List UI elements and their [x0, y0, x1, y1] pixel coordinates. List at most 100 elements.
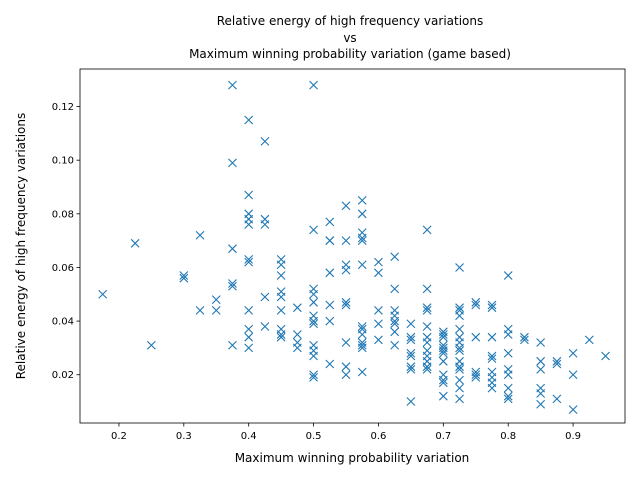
- scatter-point: [325, 236, 335, 246]
- y-tick-label: 0.06: [52, 263, 74, 274]
- scatter-point: [552, 394, 562, 404]
- scatter-point: [455, 343, 464, 353]
- scatter-point: [179, 271, 189, 280]
- scatter-point: [438, 391, 448, 401]
- scatter-point: [390, 340, 400, 350]
- scatter-point: [228, 279, 237, 288]
- scatter-point: [309, 319, 318, 329]
- chart-title-line-1: Relative energy of high frequency variat…: [217, 14, 484, 28]
- scatter-point: [195, 230, 205, 240]
- y-tick-label: 0.10: [52, 156, 74, 167]
- scatter-point: [422, 338, 432, 347]
- scatter-point: [455, 324, 464, 334]
- scatter-point: [357, 209, 367, 219]
- x-tick-label: 0.6: [370, 431, 386, 442]
- scatter-point: [228, 244, 237, 254]
- scatter-point: [536, 338, 546, 347]
- scatter-point: [98, 289, 108, 299]
- scatter-points: [98, 80, 610, 414]
- scatter-point: [422, 362, 432, 372]
- scatter-point: [357, 196, 367, 205]
- scatter-point: [211, 305, 221, 315]
- scatter-point: [341, 362, 351, 372]
- scatter-point: [390, 284, 400, 294]
- scatter-point: [228, 340, 237, 350]
- y-tick-label: 0.02: [52, 370, 74, 381]
- scatter-point: [601, 351, 610, 361]
- scatter-point: [244, 255, 254, 264]
- scatter-point: [260, 292, 270, 302]
- scatter-point: [503, 348, 513, 358]
- scatter-point: [146, 340, 156, 350]
- scatter-point: [406, 397, 416, 406]
- scatter-point: [438, 378, 448, 388]
- scatter-point: [422, 303, 432, 313]
- scatter-point: [244, 115, 254, 125]
- scatter-point: [568, 348, 578, 358]
- scatter-point: [406, 351, 416, 361]
- scatter-point: [471, 297, 481, 307]
- scatter-point: [503, 330, 513, 339]
- scatter-point: [309, 289, 318, 299]
- y-tick-label: 0.04: [52, 317, 74, 328]
- scatter-point: [536, 356, 546, 366]
- scatter-point: [309, 297, 318, 307]
- scatter-point: [374, 257, 383, 267]
- scatter-point: [406, 332, 416, 342]
- scatter-point: [244, 257, 254, 267]
- scatter-point: [438, 332, 448, 342]
- scatter-point: [374, 268, 383, 278]
- scatter-point: [390, 319, 400, 329]
- scatter-point: [341, 370, 351, 380]
- scatter-point: [438, 346, 448, 355]
- scatter-point: [244, 220, 254, 229]
- scatter-point: [520, 335, 529, 345]
- scatter-point: [390, 252, 400, 262]
- scatter-point: [487, 383, 497, 393]
- scatter-point: [325, 217, 335, 227]
- scatter-point: [228, 80, 237, 90]
- scatter-point: [292, 303, 302, 313]
- scatter-point: [357, 260, 367, 270]
- scatter-point: [406, 348, 416, 358]
- scatter-point: [325, 300, 335, 310]
- x-tick-label: 0.8: [500, 431, 516, 442]
- scatter-point: [357, 322, 367, 331]
- scatter-point: [309, 225, 318, 235]
- scatter-point: [487, 351, 497, 361]
- scatter-point: [374, 305, 383, 315]
- scatter-point: [276, 332, 286, 342]
- scatter-point: [455, 362, 464, 372]
- scatter-point: [471, 300, 481, 310]
- scatter-point: [292, 330, 302, 339]
- scatter-point: [455, 364, 464, 374]
- chart-title-line-3: Maximum winning probability variation (g…: [189, 47, 511, 61]
- scatter-point: [374, 335, 383, 345]
- scatter-point: [390, 327, 400, 337]
- x-axis-label: Maximum winning probability variation: [235, 451, 470, 465]
- x-tick-label: 0.9: [565, 431, 581, 442]
- scatter-point: [536, 364, 546, 374]
- scatter-point: [357, 340, 367, 350]
- scatter-point: [228, 158, 237, 168]
- scatter-point: [357, 343, 367, 353]
- scatter-point: [341, 236, 351, 246]
- scatter-point: [406, 362, 416, 372]
- scatter-point: [487, 332, 497, 342]
- scatter-point: [276, 330, 286, 339]
- scatter-point: [422, 225, 432, 235]
- scatter-point: [179, 273, 189, 283]
- scatter-point: [471, 370, 481, 380]
- scatter-point: [438, 375, 448, 385]
- scatter-point: [130, 238, 140, 248]
- x-axis-ticks: 0.2 0.3 0.4 0.5 0.6 0.7 0.8 0.9: [111, 423, 581, 442]
- scatter-point: [341, 265, 351, 275]
- chart-title-line-2: vs: [343, 31, 356, 45]
- scatter-point: [487, 354, 497, 364]
- scatter-point: [244, 332, 254, 342]
- scatter-point: [552, 356, 562, 366]
- scatter-point: [455, 263, 464, 272]
- scatter-point: [406, 364, 416, 374]
- scatter-point: [455, 394, 464, 404]
